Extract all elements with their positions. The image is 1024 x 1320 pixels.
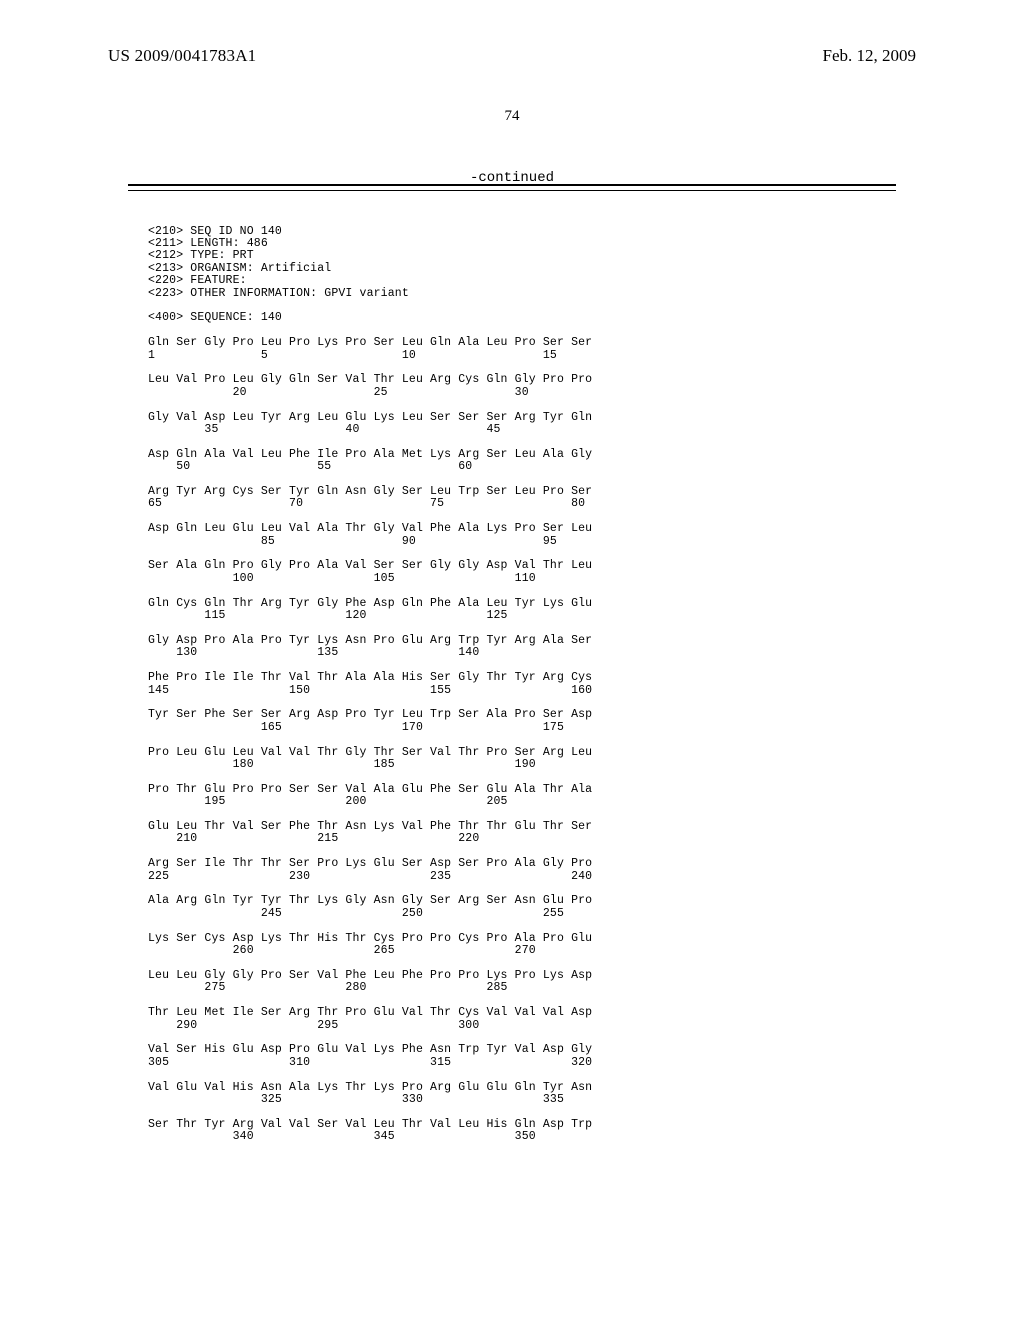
publication-date: Feb. 12, 2009: [823, 46, 917, 66]
divider-top: [128, 184, 896, 186]
sequence-listing: <210> SEQ ID NO 140 <211> LENGTH: 486 <2…: [148, 226, 592, 1144]
publication-number: US 2009/0041783A1: [108, 46, 256, 66]
page-root: US 2009/0041783A1 Feb. 12, 2009 74 -cont…: [0, 0, 1024, 1320]
divider-bottom: [128, 190, 896, 191]
page-number: 74: [0, 108, 1024, 125]
